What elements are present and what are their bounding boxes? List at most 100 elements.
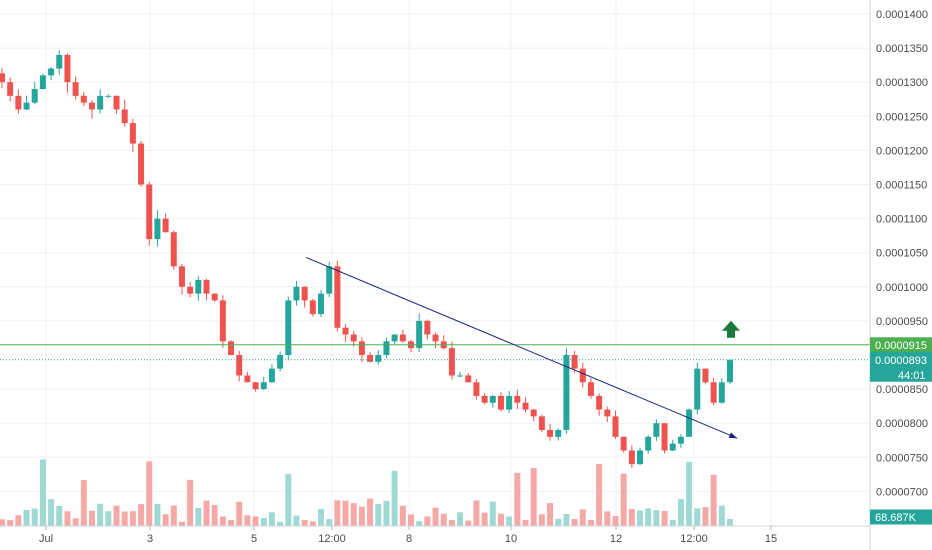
volume-bar [596, 463, 603, 526]
volume-bar [612, 516, 619, 526]
volume-bar [506, 516, 513, 526]
volume-bar [432, 507, 439, 526]
candle-body [326, 266, 333, 294]
volume-bar [677, 498, 684, 526]
candle-body [56, 54, 63, 69]
candle-body [506, 395, 513, 410]
candle-body [342, 327, 349, 335]
x-tick-label: 12:00 [318, 533, 346, 545]
candle-body [375, 355, 382, 362]
volume-bar [285, 473, 292, 526]
volume-bar [514, 472, 521, 526]
candle-body [285, 300, 292, 355]
volume-bar [710, 474, 717, 526]
candle-body [39, 75, 46, 90]
candle-body [571, 355, 578, 369]
candle-body [563, 355, 570, 431]
candle-body [88, 102, 95, 110]
candle-body [268, 368, 275, 383]
candle-body [309, 300, 316, 315]
volume-bar [579, 509, 586, 526]
candle-body [604, 409, 611, 417]
volume-bar [571, 519, 578, 526]
candle-body [80, 95, 87, 103]
y-tick-label: 0.0001150 [876, 180, 927, 192]
candle-body [195, 279, 202, 294]
candle-body [72, 82, 79, 96]
candle-body [391, 334, 398, 342]
volume-bar [350, 503, 357, 526]
volume-bar [178, 521, 185, 526]
volume-bar [309, 521, 316, 526]
candle-body [260, 382, 267, 390]
x-tick-label: 12:00 [680, 533, 708, 545]
volume-bar [637, 510, 644, 526]
last-price-tag-bg [870, 351, 932, 382]
up-arrow-icon[interactable] [722, 320, 740, 338]
candle-body [146, 184, 153, 240]
trend-arrowhead [728, 432, 738, 439]
candle-body [105, 95, 112, 97]
volume-bar [252, 516, 259, 526]
candle-body [121, 109, 128, 124]
candle-body [48, 68, 55, 76]
volume-bar [138, 504, 145, 526]
volume-bar [211, 505, 218, 526]
candle-body [170, 232, 177, 267]
candle-body [318, 293, 325, 315]
candle-body [23, 102, 30, 110]
volume-bar [399, 505, 406, 526]
volume-bar [686, 461, 693, 526]
volume-bar [146, 461, 153, 526]
candle-body [244, 375, 251, 383]
volume-bar [88, 510, 95, 526]
volume-bar [318, 509, 325, 526]
volume-bar [620, 473, 627, 526]
volume-bar [473, 500, 480, 526]
candle-body [677, 436, 684, 444]
volume-bar [563, 513, 570, 526]
candle-body [334, 266, 341, 328]
volume-bar [407, 514, 414, 526]
candle-body [31, 89, 38, 103]
candle-body [481, 395, 488, 403]
candle-body [620, 436, 627, 451]
volume-bar [7, 520, 14, 526]
candle-body [587, 382, 594, 396]
candle-body [138, 143, 145, 185]
volume-bar [260, 518, 267, 526]
volume-bar [727, 519, 733, 526]
volume-bar [530, 467, 537, 526]
candle-body [489, 395, 496, 403]
volume-bar [31, 508, 38, 526]
volume-bar [121, 511, 128, 526]
candle-body [669, 443, 676, 451]
candle-body [219, 300, 226, 342]
volume-bar [39, 459, 46, 526]
candle-body [628, 450, 635, 465]
candle-body [473, 382, 480, 396]
x-tick-label: 15 [765, 533, 777, 545]
volume-bar [97, 503, 104, 526]
volume-bar [522, 519, 529, 526]
volume-bar [170, 505, 177, 526]
candle-body [211, 293, 218, 301]
volume-bar [457, 512, 464, 526]
trend-line[interactable] [305, 257, 738, 439]
candle-body [465, 375, 472, 383]
y-tick-label: 0.0000850 [876, 384, 928, 396]
candle-body [228, 341, 235, 355]
y-axis-ticks: 0.0001400 0.0001350 0.0001300 0.0001250 0.00… [876, 9, 928, 498]
volume-bar [326, 519, 333, 526]
volume-bar [72, 518, 79, 526]
y-tick-label: 0.0001250 [876, 111, 928, 123]
volume-bar [440, 513, 447, 526]
volume-bar [718, 505, 725, 526]
candle-body [129, 123, 136, 144]
volume-bar [497, 513, 504, 526]
volume-bar [162, 514, 169, 526]
candle-body [358, 341, 365, 355]
candle-body [399, 334, 406, 342]
candle-body [154, 218, 161, 240]
